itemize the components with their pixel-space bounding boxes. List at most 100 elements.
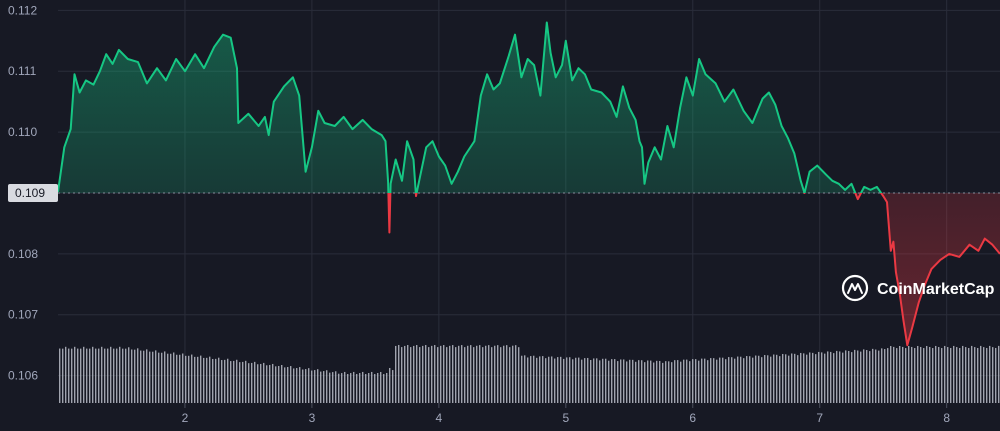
volume-bar xyxy=(788,355,790,403)
volume-bar xyxy=(941,348,943,403)
volume-bar xyxy=(818,351,820,403)
volume-bar xyxy=(317,369,319,403)
volume-bar xyxy=(872,348,874,403)
volume-bar xyxy=(485,345,487,403)
volume-bar xyxy=(143,350,145,403)
reference-price-text: 0.109 xyxy=(15,186,45,200)
volume-bar xyxy=(368,373,370,403)
volume-bar xyxy=(242,361,244,403)
volume-bar xyxy=(647,360,649,403)
volume-bar xyxy=(131,349,133,403)
volume-bar xyxy=(773,354,775,403)
volume-bar xyxy=(203,357,205,403)
volume-bar xyxy=(509,347,511,403)
volume-bar xyxy=(692,359,694,403)
volume-bar xyxy=(158,352,160,403)
volume-bar xyxy=(200,355,202,403)
volume-bar xyxy=(392,370,394,403)
volume-bar xyxy=(452,345,454,403)
volume-bar xyxy=(416,345,418,403)
volume-bar xyxy=(761,357,763,403)
volume-bar xyxy=(905,348,907,403)
volume-bar xyxy=(305,369,307,403)
volume-bar xyxy=(434,345,436,403)
watermark-text: CoinMarketCap xyxy=(877,281,995,298)
volume-bar xyxy=(932,348,934,403)
volume-bar xyxy=(653,362,655,403)
volume-bar xyxy=(944,345,946,403)
volume-bar xyxy=(146,349,148,403)
volume-bar xyxy=(116,348,118,403)
volume-bar xyxy=(830,351,832,403)
volume-bar xyxy=(386,372,388,403)
volume-bar xyxy=(896,348,898,403)
volume-bar xyxy=(956,347,958,403)
volume-bar xyxy=(749,356,751,403)
volume-bar xyxy=(743,358,745,403)
x-tick-label: 3 xyxy=(309,411,316,425)
volume-bar xyxy=(965,347,967,403)
volume-bar xyxy=(218,357,220,403)
volume-bar xyxy=(77,348,79,403)
volume-bar xyxy=(128,347,130,403)
volume-bar xyxy=(578,357,580,403)
volume-bar xyxy=(764,355,766,403)
volume-bar xyxy=(920,346,922,403)
coinmarketcap-watermark: CoinMarketCap xyxy=(841,274,995,302)
volume-bar xyxy=(656,360,658,403)
volume-bar xyxy=(794,353,796,403)
volume-bar xyxy=(170,353,172,403)
volume-bar xyxy=(152,351,154,403)
volume-bar xyxy=(134,349,136,403)
volume-bar xyxy=(80,348,82,403)
volume-bar xyxy=(62,348,64,403)
x-tick-label: 2 xyxy=(182,411,189,425)
volume-bar xyxy=(887,348,889,403)
volume-bar xyxy=(398,344,400,403)
volume-bar xyxy=(83,346,85,403)
volume-bar xyxy=(695,359,697,403)
volume-bar xyxy=(320,371,322,403)
volume-bar xyxy=(173,352,175,403)
volume-bar xyxy=(497,345,499,403)
volume-bar xyxy=(599,360,601,403)
volume-bar xyxy=(419,347,421,403)
volume-bar xyxy=(185,355,187,403)
volume-bar xyxy=(593,358,595,403)
volume-bar xyxy=(527,357,529,403)
volume-bar xyxy=(347,374,349,403)
volume-bar xyxy=(101,346,103,403)
volume-bar xyxy=(716,359,718,403)
volume-bar xyxy=(710,358,712,403)
volume-bar xyxy=(245,360,247,403)
volume-bar xyxy=(557,357,559,403)
volume-bar xyxy=(620,359,622,403)
volume-bar xyxy=(59,348,61,403)
volume-bar xyxy=(854,349,856,403)
volume-bar xyxy=(722,357,724,403)
volume-bar xyxy=(299,367,301,403)
volume-bar xyxy=(746,356,748,403)
volume-bar xyxy=(212,358,214,403)
volume-bar xyxy=(512,345,514,403)
volume-bar xyxy=(923,348,925,403)
volume-bar xyxy=(812,352,814,403)
volume-bar xyxy=(857,350,859,403)
volume-bar xyxy=(929,346,931,403)
volume-bar xyxy=(365,374,367,403)
volume-bar xyxy=(689,361,691,403)
volume-bar xyxy=(875,349,877,403)
volume-bar xyxy=(215,358,217,403)
volume-bar xyxy=(236,359,238,403)
volume-bar xyxy=(878,350,880,403)
volume-bar xyxy=(566,357,568,403)
volume-bar xyxy=(110,346,112,403)
volume-bar xyxy=(488,345,490,403)
volume-bar xyxy=(554,358,556,403)
volume-bar xyxy=(269,364,271,403)
volume-bar xyxy=(350,373,352,403)
coinmarketcap-logo-icon xyxy=(841,274,869,302)
volume-bar xyxy=(638,360,640,403)
volume-bar xyxy=(728,357,730,403)
volume-bar xyxy=(230,361,232,403)
